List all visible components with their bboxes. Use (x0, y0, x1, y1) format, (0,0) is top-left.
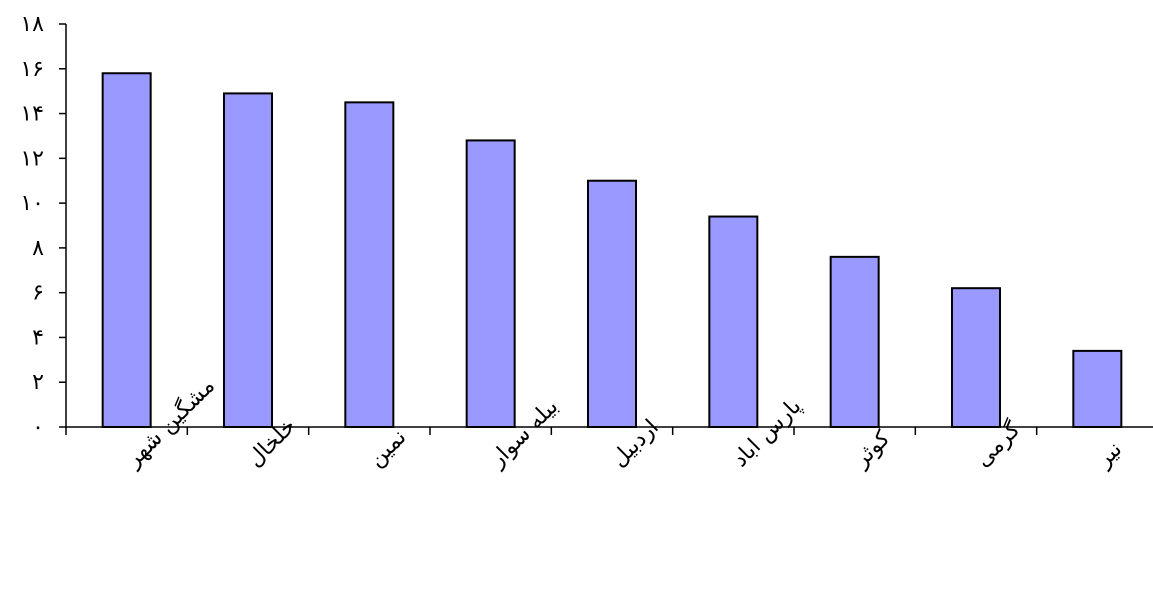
y-tick-label: ۱۲ (20, 146, 44, 171)
y-tick-label: ۴ (32, 325, 44, 350)
bar-4[interactable] (465, 139, 516, 429)
y-tick-label: ۱۸ (20, 12, 44, 37)
y-tick-label: ۱۴ (20, 102, 44, 127)
x-category-label: نمین (364, 425, 412, 473)
bar-1[interactable] (101, 72, 152, 428)
bar-7[interactable] (829, 255, 880, 428)
y-tick-label: ۶ (32, 281, 44, 306)
bar-8[interactable] (951, 287, 1001, 429)
y-tick-label: ۱۶ (20, 57, 44, 82)
bar-5[interactable] (587, 179, 637, 428)
y-tick-label: ۸ (32, 236, 44, 261)
y-tick-label: ۱۰ (20, 191, 44, 216)
x-category-label: کوثر (849, 426, 896, 473)
y-tick-label: ۲ (32, 370, 44, 395)
x-category-label: نیر (1091, 437, 1127, 473)
y-tick-label: ۰ (32, 415, 44, 440)
bar-2[interactable] (223, 92, 273, 429)
bar-9[interactable] (1072, 349, 1123, 428)
bar-3[interactable] (344, 101, 395, 428)
bar-6[interactable] (708, 215, 759, 428)
